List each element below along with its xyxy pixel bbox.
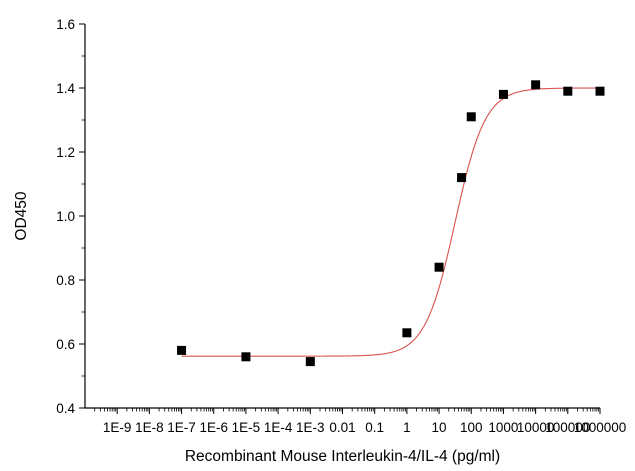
data-point xyxy=(531,80,541,90)
data-point xyxy=(595,86,605,96)
x-tick-label: 1 xyxy=(403,420,411,435)
x-tick-label: 1E-3 xyxy=(296,420,325,435)
y-tick-label: 0.6 xyxy=(56,337,75,352)
x-tick-label: 10 xyxy=(432,420,447,435)
axes xyxy=(79,23,601,414)
x-tick-label: 1E-9 xyxy=(103,420,132,435)
x-tick-label: 1E-8 xyxy=(135,420,164,435)
data-point xyxy=(305,357,315,367)
data-point xyxy=(402,328,412,338)
x-tick-label: 1E-5 xyxy=(232,420,261,435)
fit-curve-layer xyxy=(181,87,600,357)
x-tick-label: 100000 xyxy=(545,420,590,435)
x-tick-label: 100 xyxy=(460,420,483,435)
data-point xyxy=(241,352,251,362)
data-points-layer xyxy=(177,80,605,367)
data-point xyxy=(563,86,573,96)
fit-curve xyxy=(181,87,600,357)
data-point xyxy=(466,112,476,122)
x-tick-label: 1E-6 xyxy=(199,420,228,435)
y-tick-label: 1.6 xyxy=(56,17,75,32)
x-tick-label: 0.01 xyxy=(329,420,355,435)
x-tick-label: 1E-7 xyxy=(167,420,196,435)
data-point xyxy=(177,345,187,355)
data-point xyxy=(434,262,444,272)
y-axis-title: OD450 xyxy=(13,191,30,240)
data-point xyxy=(457,173,467,183)
y-tick-label: 1.4 xyxy=(56,81,75,96)
y-tick-label: 1.2 xyxy=(56,145,75,160)
tick-labels-layer: 1E-9 1E-8 1E-7 1E-6 1E-5 1E-4 1E-3 0.01 0.1 1 10 10… xyxy=(56,17,626,435)
data-point xyxy=(498,89,508,99)
x-axis-title: Recombinant Mouse Interleukin-4/IL-4 (pg… xyxy=(185,448,500,465)
y-tick-label: 0.8 xyxy=(56,273,75,288)
y-tick-label: 1.0 xyxy=(56,209,75,224)
x-tick-label: 1E-4 xyxy=(264,420,293,435)
x-tick-label: 0.1 xyxy=(365,420,384,435)
x-tick-label: 10000 xyxy=(517,420,555,435)
y-tick-label: 0.4 xyxy=(56,401,75,416)
x-tick-label: 1000 xyxy=(488,420,518,435)
x-tick-label: 1000000 xyxy=(574,420,627,435)
